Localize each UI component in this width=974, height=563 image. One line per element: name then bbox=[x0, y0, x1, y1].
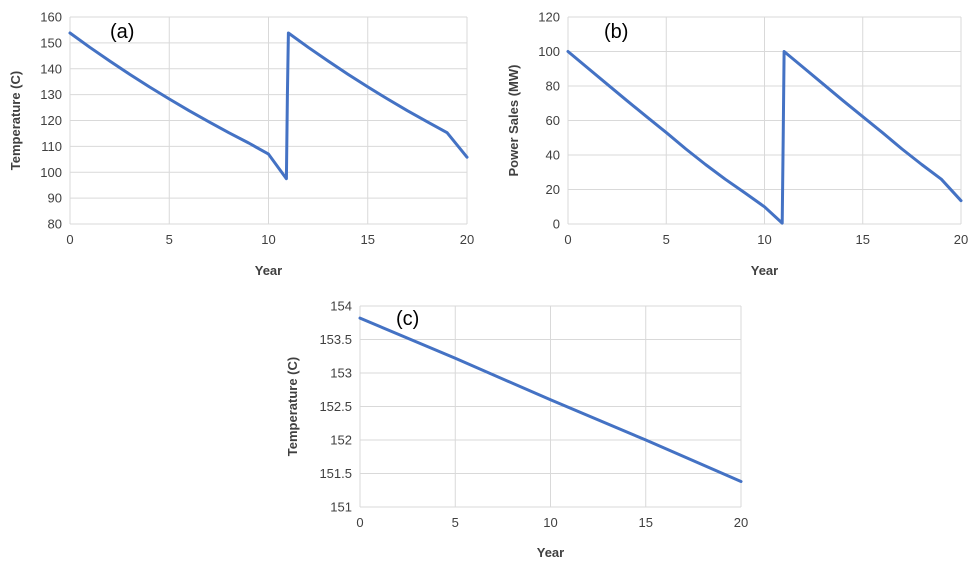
chart-0-ytick-label: 80 bbox=[48, 217, 62, 232]
chart-2-panel: 151 151.5 152 152.5 153 153.5 154 0 5 10 15 20 Year T… bbox=[285, 299, 748, 561]
chart-1-ytick-label: 120 bbox=[538, 10, 560, 25]
chart-0-xtick-label: 5 bbox=[166, 232, 173, 247]
chart-0-ytick-label: 150 bbox=[40, 35, 62, 50]
chart-2-xtick-label: 0 bbox=[356, 515, 363, 530]
chart-1-panel-label: (b) bbox=[604, 21, 628, 43]
chart-1-ytick-label: 0 bbox=[553, 217, 560, 232]
chart-1-xtick-label: 5 bbox=[663, 232, 670, 247]
chart-2-xtick-label: 20 bbox=[734, 515, 748, 530]
chart-2-ytick-label: 152.5 bbox=[319, 399, 352, 414]
chart-0-ytick-label: 140 bbox=[40, 61, 62, 76]
chart-0-xtick-label: 10 bbox=[261, 232, 275, 247]
chart-0-xtick-label: 0 bbox=[66, 232, 73, 247]
chart-0-series-line-0 bbox=[68, 31, 469, 181]
chart-2-series-line-0 bbox=[358, 316, 743, 483]
chart-0-x-axis-title: Year bbox=[255, 263, 282, 278]
chart-1-xtick-label: 10 bbox=[757, 232, 771, 247]
chart-1-xtick-label: 0 bbox=[564, 232, 571, 247]
chart-1-series-line-0 bbox=[566, 50, 963, 225]
chart-0-ytick-label: 160 bbox=[40, 10, 62, 25]
chart-0-xtick-label: 20 bbox=[460, 232, 474, 247]
chart-0-xtick-label: 15 bbox=[361, 232, 375, 247]
chart-1-xtick-label: 20 bbox=[954, 232, 968, 247]
chart-2-panel-label: (c) bbox=[396, 308, 419, 330]
chart-2-ytick-label: 154 bbox=[330, 299, 352, 314]
chart-2-ytick-label: 152 bbox=[330, 433, 352, 448]
chart-1-xtick-label: 15 bbox=[856, 232, 870, 247]
chart-2-ytick-label: 153.5 bbox=[319, 332, 352, 347]
chart-2-y-axis-title: Temperature (C) bbox=[285, 357, 300, 456]
chart-2-xtick-label: 10 bbox=[543, 515, 557, 530]
chart-1-ytick-label: 100 bbox=[538, 44, 560, 59]
chart-1-ytick-label: 40 bbox=[546, 148, 560, 163]
chart-2-x-axis-title: Year bbox=[537, 545, 564, 560]
chart-0-ytick-label: 90 bbox=[48, 191, 62, 206]
chart-1-ytick-label: 20 bbox=[546, 182, 560, 197]
chart-1-y-axis-title: Power Sales (MW) bbox=[506, 65, 521, 177]
chart-2-ytick-label: 151 bbox=[330, 500, 352, 515]
chart-2-xtick-label: 15 bbox=[639, 515, 653, 530]
chart-0-y-axis-title: Temperature (C) bbox=[8, 71, 23, 170]
chart-0-panel: 80 90 100 110 120 130 140 150 160 0 5 10 15 20 Year Tem… bbox=[8, 10, 474, 279]
chart-1-ytick-label: 80 bbox=[546, 79, 560, 94]
chart-0-ytick-label: 120 bbox=[40, 113, 62, 128]
chart-0-ytick-label: 110 bbox=[41, 139, 62, 154]
chart-2-ytick-label: 153 bbox=[330, 366, 352, 381]
chart-0-panel-label: (a) bbox=[110, 21, 134, 43]
chart-1-x-axis-title: Year bbox=[751, 263, 778, 278]
chart-1-panel: 0 20 40 60 80 100 120 0 5 10 15 20 Year Power Sales (… bbox=[506, 10, 968, 279]
chart-2-xtick-label: 5 bbox=[452, 515, 459, 530]
chart-0-ytick-label: 130 bbox=[40, 87, 62, 102]
chart-0-ytick-label: 100 bbox=[40, 165, 62, 180]
chart-1-ytick-label: 60 bbox=[546, 113, 560, 128]
chart-2-ytick-label: 151.5 bbox=[319, 466, 352, 481]
